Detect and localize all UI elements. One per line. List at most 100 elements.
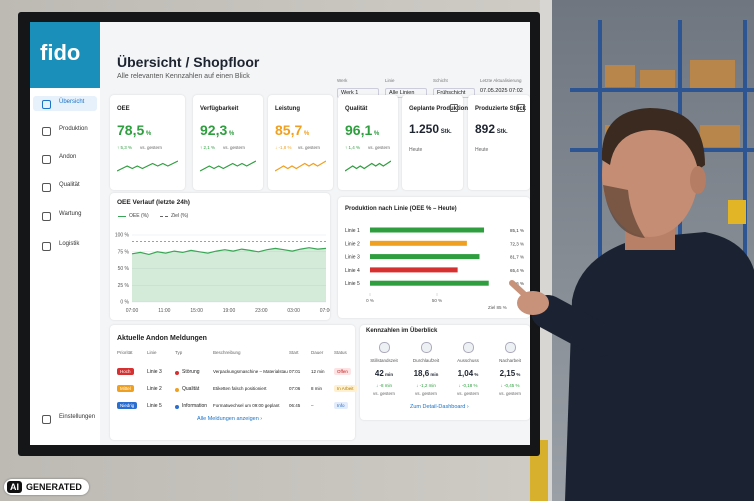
kpi-value: 892 Stk. [475, 122, 508, 136]
x-tick-label: 23:00 [255, 308, 268, 314]
x-tick-label: 07:00 [126, 308, 139, 314]
y-tick-label: 75 % [118, 249, 130, 255]
kpi-unit: % [473, 372, 479, 377]
filter-label: Linie [385, 78, 395, 83]
kpi-note: vs. gestern [372, 391, 395, 396]
priority-badge: Niedrig [117, 402, 138, 409]
sidebar-item[interactable]: Einstellungen [59, 414, 96, 420]
kpi-icon [450, 104, 458, 112]
table-cell: 07:06 [289, 386, 301, 391]
kpi-icon [421, 342, 432, 353]
table-header: Typ [175, 350, 183, 355]
status-pill: In Arbeit [334, 385, 357, 392]
sparkline-path [117, 160, 178, 172]
sparkline-path [275, 160, 326, 172]
kpi-note: vs. gestern [414, 391, 437, 396]
kpi-unit: Stk. [495, 129, 508, 135]
kpi-unit: % [227, 131, 235, 137]
y-tick-label: 100 % [115, 233, 130, 239]
table-cell: Etiketten falsch positioniert [213, 386, 267, 391]
kpi-icon [505, 342, 516, 353]
table-header: Linie [147, 350, 157, 355]
sparkline [345, 160, 391, 172]
page-subtitle: Alle relevanten Kennzahlen auf einen Bli… [117, 73, 250, 80]
kpi-number: 42 [374, 369, 384, 378]
filter[interactable]: 07.05.2025 07:02 [480, 88, 523, 94]
kpi-change: ↓ -1,8 % [275, 145, 292, 150]
andon-card: Aktuelle Andon Meldungen Priorität Linie Ty… [110, 325, 357, 440]
kpi-change: ↓ -1,2 min [416, 383, 436, 388]
kpi-title: Produzierte Stück [475, 106, 527, 112]
kpi-label: Durchlaufzeit [412, 358, 440, 363]
sidebar [30, 88, 100, 445]
kpi-title: Leistung [275, 106, 300, 112]
sparkline [275, 160, 326, 172]
sidebar-icon [42, 127, 51, 136]
badge-text: GENERATED [26, 482, 82, 492]
x-tick-label: 11:00 [158, 308, 170, 314]
sidebar-item[interactable]: Wartung [59, 211, 82, 217]
table-cell: – [311, 403, 314, 408]
value-label: 72,3 % [510, 241, 524, 246]
logo: fido [40, 40, 81, 65]
kpi-card: Geplante Produktion 1.250 Stk. Heute [402, 95, 468, 190]
kpi-title: Verfügbarkeit [200, 106, 239, 112]
kpi-change: ↑ 2,1 % [200, 145, 216, 150]
kpi-change: ↓ -0,18 % [458, 383, 478, 388]
kpi-change: ↓ -8 min [375, 383, 392, 388]
filter-label: Werk [337, 78, 348, 83]
sparkline [200, 160, 256, 172]
kpi-card: Produzierte Stück 892 Stk. Heute [468, 95, 530, 190]
card-title: Kennzahlen im Überblick [366, 328, 438, 334]
kpi-unit: % [515, 372, 521, 377]
priority-badge: Hoch [117, 368, 134, 375]
oee-line [131, 247, 327, 256]
bar [370, 240, 467, 246]
hair [601, 108, 705, 170]
kpi-value: 42 min [366, 369, 402, 378]
sidebar-item[interactable]: Andon [59, 154, 77, 160]
table-cell: 12 min [311, 369, 325, 374]
sidebar-item[interactable]: Übersicht [59, 99, 85, 105]
kpi-unit: % [372, 131, 380, 137]
category-label: Linie 5 [345, 281, 360, 287]
sparkline [117, 160, 178, 172]
kpi-icon [517, 104, 525, 112]
kpi-value: 96,1 % [345, 122, 379, 138]
sidebar-icon [42, 100, 51, 109]
link[interactable]: Alle Meldungen anzeigen › [197, 416, 263, 422]
kpi-icon [379, 342, 390, 353]
bar [370, 267, 458, 273]
kpi-value: 1.250 Stk. [409, 122, 452, 136]
bar [370, 227, 485, 233]
jacket [565, 232, 754, 501]
chart-title: Produktion nach Linie (OEE % – Heute) [345, 206, 457, 212]
sidebar-item[interactable]: Produktion [59, 126, 88, 132]
kpi-card: OEE 78,5 % ↑ 5,3 % vs. gestern [110, 95, 185, 190]
oee-card: OEE Verlauf (letzte 24h) OEE (%) Ziel (%) 0… [110, 193, 330, 320]
sidebar-icon [42, 242, 51, 251]
kpi-number: 1.250 [409, 122, 440, 136]
sidebar-icon [42, 155, 51, 164]
sidebar-item[interactable]: Logistik [59, 241, 80, 247]
table-cell: Verpackungsmaschine – Materialstau [213, 369, 288, 374]
category-label: Linie 4 [345, 268, 360, 274]
kpi-unit: min [429, 372, 439, 377]
kpi-change: ↑ 5,3 % [117, 145, 133, 150]
kpi-value: 2,15 % [492, 369, 528, 378]
kpi-change: ↑ 1,4 % [345, 145, 361, 150]
sidebar-icon [42, 183, 51, 192]
sidebar-item[interactable]: Qualität [59, 182, 80, 188]
legend-label: Ziel (%) [171, 213, 189, 219]
filter-label: Letzte Aktualisierung [480, 78, 522, 83]
kpi-value: 78,5 % [117, 122, 151, 138]
sidebar-active [33, 96, 97, 111]
value-label: 85,1 % [510, 228, 524, 233]
sparkline-path [200, 160, 256, 172]
table-header: Dauer [311, 350, 324, 355]
link[interactable]: Zum Detail-Dashboard › [410, 404, 469, 410]
kpi-note: Heute [409, 147, 423, 153]
table-header: Status [334, 350, 347, 355]
